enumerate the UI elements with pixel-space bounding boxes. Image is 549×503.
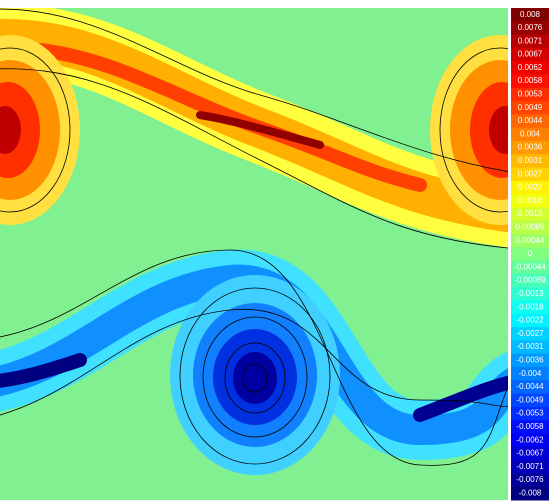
colorbar-label: -0.004 [519,369,542,378]
chart: 0.008 0.0076 0.0071 0.0067 0.0062 0.0058 0.005… [0,0,549,503]
colorbar-label: -0.0067 [516,449,544,458]
colorbar-label: 0.0036 [518,143,543,152]
colorbar-label: 0.0031 [518,156,543,165]
colorbar-label: -0.008 [519,488,542,497]
colorbar: 0.008 0.0076 0.0071 0.0067 0.0062 0.0058 0.005… [511,8,549,501]
colorbar-label: 0.0013 [518,209,543,218]
colorbar-label: -0.00044 [514,262,546,271]
colorbar-label: -0.0062 [516,435,544,444]
colorbar-label: 0.0071 [518,36,543,45]
colorbar-label: -0.0058 [516,422,544,431]
colorbar-label: -0.0071 [516,462,544,471]
colorbar-label: -0.0053 [516,409,544,418]
colorbar-label: 0.0049 [518,103,543,112]
colorbar-label: 0.00044 [516,236,545,245]
colorbar-label: 0.004 [520,129,541,138]
colorbar-label: 0.0027 [518,169,543,178]
colorbar-label: 0.0058 [518,76,543,85]
negative-vortex [233,352,277,404]
colorbar-label: 0.0022 [518,183,543,192]
colorbar-label: 0.0018 [518,196,543,205]
colorbar-label: -0.0076 [516,475,544,484]
colorbar-label: -0.0031 [516,342,544,351]
colorbar-label: 0.008 [520,10,541,19]
colorbar-label: 0.00089 [516,223,545,232]
colorbar-label: 0.0076 [518,23,543,32]
colorbar-label: -0.0044 [516,382,544,391]
colorbar-label: -0.0013 [516,289,544,298]
colorbar-label: -0.00089 [514,276,546,285]
colorbar-label: -0.0036 [516,355,544,364]
colorbar-label: -0.0027 [516,329,544,338]
colorbar-label: 0.0062 [518,63,543,72]
contour-field [0,8,549,500]
colorbar-label: -0.0049 [516,395,544,404]
colorbar-label: -0.0022 [516,316,544,325]
colorbar-label: 0.0044 [518,116,543,125]
colorbar-label: 0.0053 [518,90,543,99]
colorbar-label: 0.0067 [518,50,543,59]
colorbar-label: -0.0018 [516,302,544,311]
colorbar-label: 0 [528,249,533,258]
